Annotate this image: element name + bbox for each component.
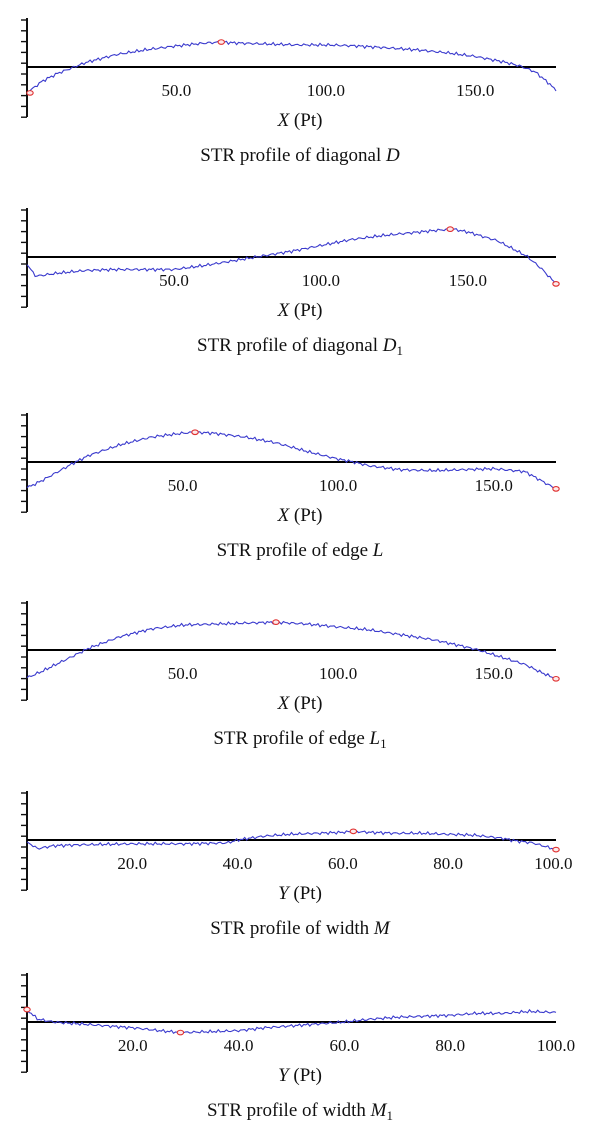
series-line [26,228,557,285]
series-line [26,40,557,94]
extremum-marker [191,429,199,436]
x-axis-variable: X [277,693,290,714]
x-tick-label: 40.0 [223,854,253,873]
caption-text: STR profile of width [207,1100,371,1121]
caption-subscript: 1 [380,736,387,751]
series-line [26,830,557,851]
caption-text: STR profile of edge [216,540,373,561]
chart-svg: 20.0 40.0 60.0 80.0 100.0 [21,791,572,891]
extremum-marker [272,619,280,626]
x-tick-label: 50.0 [162,81,192,100]
series-line [26,620,557,680]
x-axis-title: Y (Pt) [0,883,600,905]
extremum-marker [552,846,560,853]
extremum-marker [552,281,560,287]
extremum-marker [217,39,226,45]
x-axis-title: X (Pt) [0,110,600,132]
x-axis-unit: (Pt) [289,693,323,714]
chart-caption: STR profile of width M1 [0,1100,600,1122]
x-axis-title: X (Pt) [0,300,600,322]
caption-subscript: 1 [396,343,403,358]
caption-symbol: L [372,540,384,561]
x-axis-unit: (Pt) [288,883,322,904]
x-axis-title: Y (Pt) [0,1065,600,1087]
caption-subscript: 1 [386,1108,393,1123]
x-tick-label: 100.0 [319,476,357,495]
x-tick-label: 150.0 [475,664,513,683]
x-tick-label: 150.0 [475,476,513,495]
chart-svg: 20.0 40.0 60.0 80.0 100.0 [21,973,575,1073]
chart-caption: STR profile of edge L [0,540,600,562]
x-axis-variable: X [277,300,290,321]
x-tick-label: 100.0 [537,1036,575,1055]
caption-symbol: M [370,1100,387,1121]
x-tick-label: 40.0 [224,1036,254,1055]
chart-svg: 50.0 100.0 150.0 [21,18,557,118]
caption-symbol: L [369,728,381,749]
x-axis-unit: (Pt) [289,110,323,131]
x-axis-unit: (Pt) [288,1065,322,1086]
x-tick-label: 100.0 [319,664,357,683]
chart-caption: STR profile of edge L1 [0,728,600,750]
extremum-marker [23,1006,31,1013]
x-axis-variable: X [277,110,290,131]
caption-symbol: D [386,145,400,166]
caption-symbol: D [382,335,397,356]
x-axis-unit: (Pt) [289,505,323,526]
caption-text: STR profile of diagonal [197,335,383,356]
chart-caption: STR profile of diagonal D1 [0,335,600,357]
caption-text: STR profile of diagonal [200,145,386,166]
caption-text: STR profile of edge [213,728,370,749]
caption-symbol: M [373,918,390,939]
chart-panel: 20.0 40.0 60.0 80.0 100.0 Y (Pt) STR profile o… [0,955,600,1145]
x-tick-label: 50.0 [168,664,198,683]
chart-svg: 50.0 100.0 150.0 [21,601,560,701]
chart-panel: 50.0 100.0 150.0 X (Pt) STR profile of edge … [0,583,600,773]
x-tick-label: 100.0 [307,81,345,100]
x-tick-label: 100.0 [534,854,572,873]
extremum-marker [552,486,560,492]
chart-caption: STR profile of diagonal D [0,145,600,167]
x-tick-label: 50.0 [159,271,189,290]
x-tick-label: 60.0 [330,1036,360,1055]
caption-text: STR profile of width [210,918,374,939]
x-tick-label: 80.0 [433,854,463,873]
x-axis-variable: Y [278,883,289,904]
x-axis-title: X (Pt) [0,693,600,715]
x-tick-label: 80.0 [435,1036,465,1055]
extremum-marker [446,226,454,233]
series-line [26,1008,557,1035]
x-tick-label: 150.0 [456,81,494,100]
x-axis-title: X (Pt) [0,505,600,527]
chart-panel: 50.0 100.0 150.0 X (Pt) STR profile of edge … [0,395,600,585]
extremum-marker [26,90,34,96]
chart-svg: 50.0 100.0 150.0 [21,413,560,513]
extremum-marker [349,828,358,835]
x-tick-label: 100.0 [302,271,340,290]
x-tick-label: 50.0 [168,476,198,495]
chart-panel: 20.0 40.0 60.0 80.0 100.0 Y (Pt) STR profile o… [0,773,600,963]
chart-panel: 50.0 100.0 150.0 X (Pt) STR profile of diago… [0,190,600,380]
chart-caption: STR profile of width M [0,918,600,940]
x-tick-label: 20.0 [118,1036,148,1055]
series-line [26,431,557,490]
x-tick-label: 20.0 [117,854,147,873]
chart-svg: 50.0 100.0 150.0 [21,208,560,308]
chart-panel: 50.0 100.0 150.0 X (Pt) STR profile of diago… [0,0,600,190]
x-tick-label: 150.0 [449,271,487,290]
extremum-marker [552,675,560,682]
extremum-marker [176,1029,185,1036]
x-axis-variable: Y [278,1065,289,1086]
x-tick-label: 60.0 [328,854,358,873]
x-axis-unit: (Pt) [289,300,323,321]
x-axis-variable: X [277,505,290,526]
